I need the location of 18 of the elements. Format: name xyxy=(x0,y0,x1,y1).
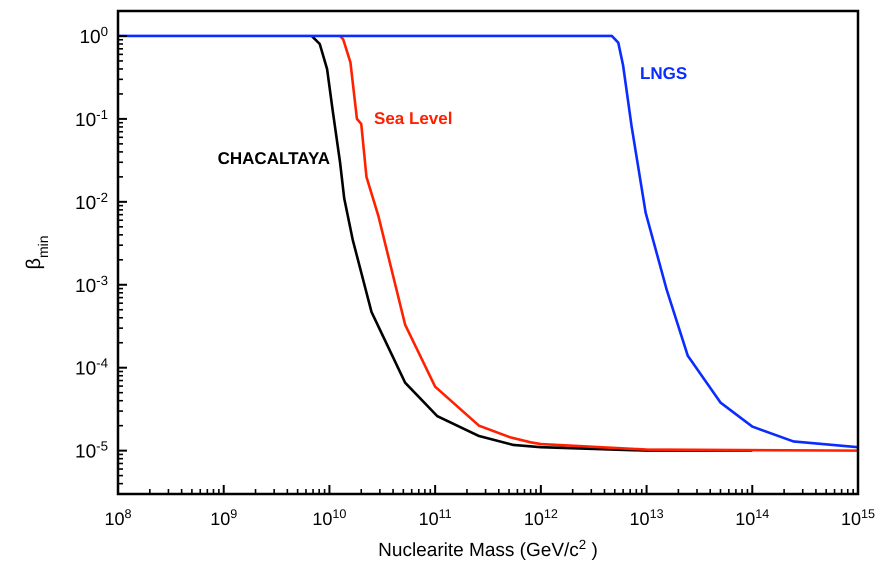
y-tick-label: 10$^{-2}$ xyxy=(75,189,108,214)
series-label: Sea Level xyxy=(374,109,452,128)
y-tick-label: 10$^{-1}$ xyxy=(75,106,108,131)
y-tick-label: 10$^{0}$ xyxy=(79,23,108,48)
y-tick-label: 10$^{-3}$ xyxy=(75,272,108,297)
y-tick-label: 10$^{-5}$ xyxy=(75,438,108,463)
x-tick-label: 10$^{10}$ xyxy=(312,507,346,529)
y-tick-label: 10$^{-4}$ xyxy=(75,355,108,380)
series-label: CHACALTAYA xyxy=(218,149,330,168)
x-tick-label: 10$^{14}$ xyxy=(735,507,770,529)
x-tick-label: 10$^{8}$ xyxy=(104,507,132,529)
x-tick-label: 10$^{9}$ xyxy=(210,507,238,529)
x-tick-label: 10$^{13}$ xyxy=(630,507,664,529)
x-tick-label: 10$^{11}$ xyxy=(418,507,452,529)
series-label: LNGS xyxy=(640,64,688,83)
x-tick-label: 10$^{12}$ xyxy=(524,507,558,529)
x-tick-label: 10$^{15}$ xyxy=(840,507,876,529)
x-axis-title: Nuclearite Mass (GeV/c$^{2}$ ) xyxy=(378,536,598,561)
